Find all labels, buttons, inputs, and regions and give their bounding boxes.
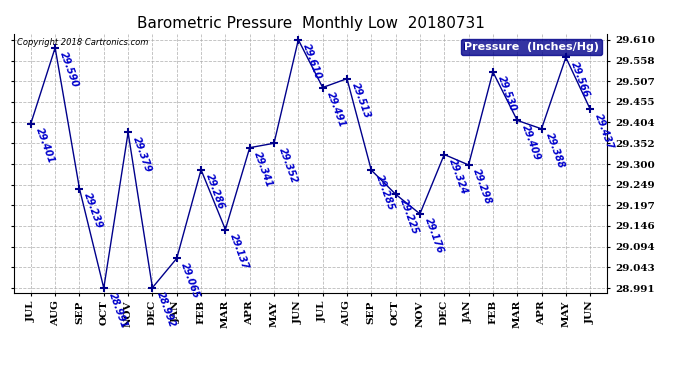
Text: 29.137: 29.137: [228, 232, 250, 271]
Text: 29.065: 29.065: [179, 261, 201, 300]
Text: 29.352: 29.352: [277, 146, 299, 185]
Text: 29.437: 29.437: [593, 112, 615, 151]
Text: Copyright 2018 Cartronics.com: Copyright 2018 Cartronics.com: [17, 38, 148, 46]
Text: 29.513: 29.513: [350, 81, 372, 120]
Text: 29.286: 29.286: [204, 172, 226, 211]
Text: 29.388: 29.388: [544, 132, 566, 170]
Text: 29.566: 29.566: [569, 60, 591, 99]
Text: 29.379: 29.379: [131, 135, 153, 174]
Legend: Pressure  (Inches/Hg): Pressure (Inches/Hg): [461, 39, 602, 55]
Text: 29.341: 29.341: [253, 150, 275, 189]
Text: 29.491: 29.491: [326, 90, 348, 129]
Text: 29.298: 29.298: [471, 168, 493, 206]
Text: 29.401: 29.401: [34, 126, 56, 165]
Text: 29.239: 29.239: [82, 191, 104, 230]
Text: 29.285: 29.285: [374, 173, 396, 211]
Text: 29.610: 29.610: [301, 42, 324, 81]
Title: Barometric Pressure  Monthly Low  20180731: Barometric Pressure Monthly Low 20180731: [137, 16, 484, 31]
Text: 29.324: 29.324: [447, 157, 469, 196]
Text: 29.409: 29.409: [520, 123, 542, 162]
Text: 29.176: 29.176: [423, 217, 445, 255]
Text: 29.590: 29.590: [58, 51, 80, 89]
Text: 28.992: 28.992: [155, 291, 177, 329]
Text: 29.530: 29.530: [495, 75, 518, 113]
Text: 29.225: 29.225: [398, 197, 421, 236]
Text: 28.991: 28.991: [106, 291, 129, 330]
